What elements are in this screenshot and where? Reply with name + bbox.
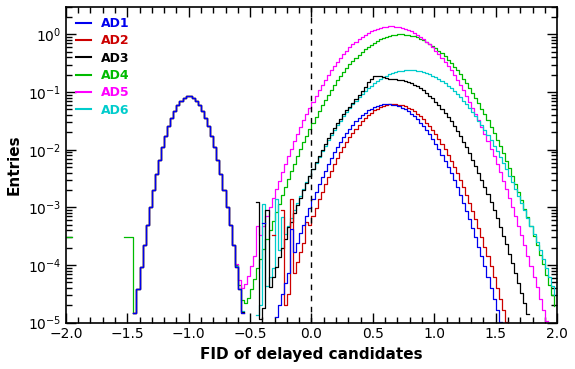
AD4 (204, 124, 210, 128)
AD4 (63, 235, 70, 240)
AD4 (529, 234, 536, 238)
AD1 (462, 208, 469, 213)
AD5 (526, 264, 533, 268)
Line: AD2: AD2 (133, 96, 505, 322)
AD3 (160, 134, 167, 138)
AD4 (382, 35, 389, 39)
Line: AD5: AD5 (133, 27, 545, 321)
AD6 (160, 134, 167, 138)
AD2 (332, 156, 339, 161)
Line: AD6: AD6 (133, 70, 554, 314)
AD4 (336, 74, 343, 78)
Legend: AD1, AD2, AD3, AD4, AD5, AD6: AD1, AD2, AD3, AD4, AD5, AD6 (72, 13, 133, 121)
AD2 (379, 104, 386, 108)
AD2 (462, 193, 469, 197)
AD3 (379, 75, 386, 79)
Line: AD3: AD3 (133, 76, 527, 318)
AD5 (160, 134, 167, 138)
Y-axis label: Entries: Entries (7, 134, 22, 195)
X-axis label: FID of delayed candidates: FID of delayed candidates (200, 347, 423, 362)
Line: AD4: AD4 (66, 34, 554, 313)
AD1 (201, 115, 208, 120)
AD5 (332, 60, 339, 64)
AD6 (462, 102, 469, 107)
AD4 (465, 86, 471, 90)
AD3 (201, 115, 208, 120)
AD6 (201, 115, 208, 120)
AD3 (462, 145, 469, 150)
AD5 (379, 25, 386, 29)
AD6 (379, 75, 386, 80)
AD6 (551, 293, 558, 297)
AD1 (332, 145, 339, 149)
AD2 (160, 134, 167, 138)
AD1 (160, 134, 167, 138)
Line: AD1: AD1 (133, 96, 499, 322)
AD6 (332, 123, 339, 127)
AD3 (332, 121, 339, 125)
AD5 (201, 115, 208, 120)
AD4 (164, 124, 171, 128)
AD2 (201, 115, 208, 120)
AD1 (379, 102, 386, 107)
AD5 (462, 94, 469, 98)
AD4 (551, 304, 558, 308)
AD6 (526, 224, 533, 228)
